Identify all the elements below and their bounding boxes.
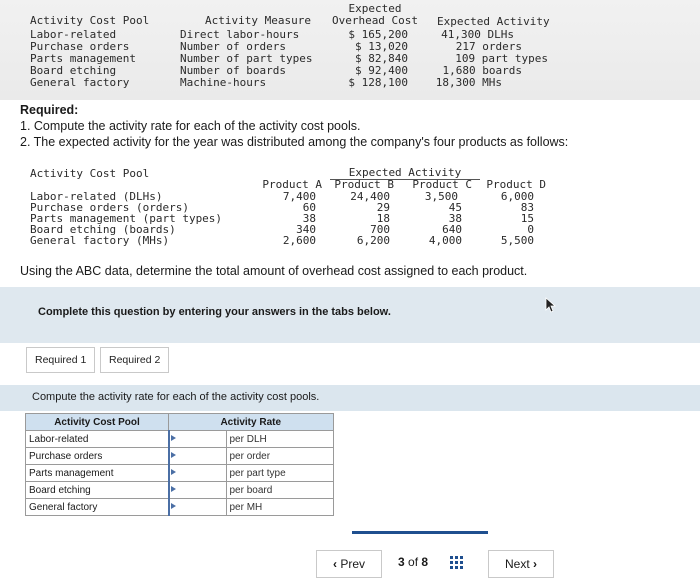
rate-unit: per DLH [225,430,334,448]
tab-required-2[interactable]: Required 2 [100,347,170,373]
page-total: 8 [421,555,429,569]
activity-rate-input[interactable] [167,447,227,465]
page-indicator: 3 of 8 [398,555,428,569]
page-current: 3 [398,555,405,569]
header-overhead-cost: Overhead Cost [331,14,419,27]
dist-cell: 0 [527,223,534,236]
dist-row-label: Parts management (part types) [30,212,223,225]
rate-unit: per MH [225,498,334,516]
progress-underline [352,531,488,534]
dist-cell: 38 [302,212,316,225]
dist-cell: 700 [370,223,390,236]
overhead-cost-value: $ 82,840 [355,52,408,65]
dist-row-label: Purchase orders (orders) [30,201,189,214]
dist-header-expected-activity: Expected Activity [330,166,480,180]
header-activity-measure: Activity Measure [205,14,311,27]
rate-unit: per order [225,447,334,465]
rate-row-label: Parts management [25,464,169,482]
product-header: Product D [486,178,546,191]
overhead-cost-value: $ 13,020 [355,40,408,53]
dist-cell: 29 [376,201,390,214]
dist-cell: 83 [520,201,534,214]
rate-header-rate: Activity Rate [168,413,334,431]
overhead-cost-table: Activity Cost Pool Activity Measure Expe… [0,0,700,100]
abc-question: Using the ABC data, determine the total … [20,264,528,278]
dist-cell: 38 [448,212,462,225]
pool-label: Parts management [30,52,136,65]
rate-unit: per part type [225,464,334,482]
pool-label: Labor-related [30,28,117,41]
tab-required-1[interactable]: Required 1 [26,347,96,373]
dist-cell: 5,500 [500,234,534,247]
dist-cell: 2,600 [282,234,316,247]
activity-rate-input[interactable] [167,430,227,448]
pool-label: General factory [30,76,130,89]
expected-activity-value: 217 orders [455,40,522,53]
next-label: Next [504,557,530,571]
expected-activity-value: 18,300 MHs [435,76,502,89]
dist-cell: 6,000 [500,190,534,203]
measure-label: Machine-hours [180,76,267,89]
banner-text: Complete this question by entering your … [38,306,391,318]
dist-cell: 18 [376,212,390,225]
rate-unit: per board [225,481,334,499]
product-header: Product A [262,178,322,191]
rate-row-label: General factory [25,498,169,516]
dist-cell: 3,500 [424,190,458,203]
page-of: of [408,555,419,569]
chevron-left-icon: ‹ [332,557,337,571]
overhead-cost-value: $ 128,100 [348,76,408,89]
instruction-text: Compute the activity rate for each of th… [32,391,320,403]
next-button[interactable]: Next › [488,550,554,578]
dist-cell: 340 [296,223,316,236]
rate-row-label: Labor-related [25,430,169,448]
dist-row-label: Labor-related (DLHs) [30,190,163,203]
required-item-2: 2. The expected activity for the year wa… [20,135,569,149]
required-item-1: 1. Compute the activity rate for each of… [20,119,361,133]
expected-activity-value: 1,680 boards [442,64,522,77]
measure-label: Number of orders [180,40,286,53]
dist-header-pool: Activity Cost Pool [30,167,150,180]
expected-activity-value: 109 part types [455,52,548,65]
rate-row-label: Purchase orders [25,447,169,465]
instructions-banner: Complete this question by entering your … [0,287,700,343]
required-heading: Required: [20,103,79,117]
pool-label: Board etching [30,64,117,77]
rate-row-label: Board etching [25,481,169,499]
activity-rate-input[interactable] [167,464,227,482]
overhead-cost-value: $ 165,200 [348,28,408,41]
dist-cell: 15 [520,212,534,225]
dist-cell: 4,000 [428,234,462,247]
header-expected-activity: Expected Activity [437,15,550,28]
measure-label: Number of part types [180,52,313,65]
expected-activity-value: 41,300 DLHs [441,28,514,41]
pool-label: Purchase orders [30,40,130,53]
rate-header-pool: Activity Cost Pool [25,413,169,431]
measure-label: Direct labor-hours [180,28,300,41]
dist-cell: 640 [442,223,462,236]
dist-cell: 7,400 [282,190,316,203]
dist-row-label: General factory (MHs) [30,234,170,247]
header-activity-cost-pool: Activity Cost Pool [30,14,150,27]
dist-cell: 6,200 [356,234,390,247]
product-header: Product B [334,178,394,191]
activity-rate-table: Activity Cost Pool Activity Rate Labor-r… [25,413,334,516]
activity-rate-input[interactable] [167,498,227,516]
overhead-cost-value: $ 92,400 [355,64,408,77]
prev-label: Prev [340,557,366,571]
prev-button[interactable]: ‹ Prev [316,550,382,578]
dist-cell: 60 [302,201,316,214]
product-header: Product C [412,178,472,191]
header-expected: Expected [348,2,402,15]
instruction-band: Compute the activity rate for each of th… [0,385,700,411]
dist-cell: 24,400 [350,190,390,203]
dist-cell: 45 [448,201,462,214]
measure-label: Number of boards [180,64,286,77]
chevron-right-icon: › [533,557,538,571]
grid-icon[interactable] [450,556,464,570]
dist-row-label: Board etching (boards) [30,223,176,236]
activity-rate-input[interactable] [167,481,227,499]
cursor-icon [545,297,557,313]
